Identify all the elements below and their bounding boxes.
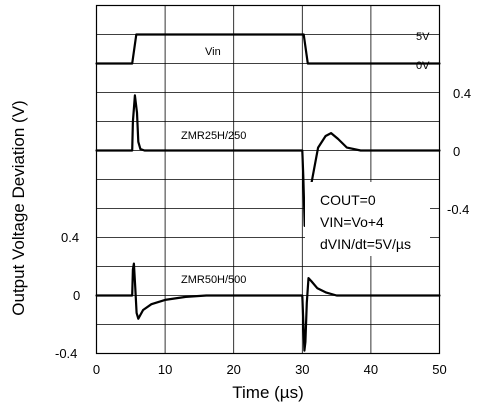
x-tick-label: 50	[432, 362, 446, 377]
traces	[95, 33, 441, 352]
right-label-0: 0	[453, 144, 460, 159]
trace-zmr50h	[95, 262, 441, 352]
x-tick-label: 10	[158, 362, 172, 377]
right-label-neg0.4: -0.4	[447, 202, 469, 217]
trace-zmr25h	[95, 94, 441, 227]
x-axis-title: Time (µs)	[232, 383, 304, 402]
x-tick-label: 40	[364, 362, 378, 377]
series-label-vin: Vin	[205, 46, 221, 58]
grid	[96, 5, 440, 354]
left-label-0.4: 0.4	[61, 230, 79, 245]
series-label-zmr25h: ZMR25H/250	[181, 130, 246, 142]
left-label-neg0.4: -0.4	[55, 346, 77, 361]
condition-cout: COUT=0	[320, 192, 376, 208]
x-tick-labels: 0 10 20 30 40 50	[93, 362, 447, 377]
right-label-5v: 5V	[416, 31, 430, 43]
series-labels: Vin ZMR25H/250 ZMR50H/500	[181, 46, 246, 286]
conditions-text: COUT=0 VIN=Vo+4 dVIN/dt=5V/µs	[320, 192, 411, 252]
x-tick-label: 0	[93, 362, 100, 377]
condition-vin: VIN=Vo+4	[320, 214, 384, 230]
series-label-zmr50h: ZMR50H/500	[181, 274, 246, 286]
conditions-box-background	[305, 182, 430, 256]
x-tick-label: 20	[226, 362, 240, 377]
y-axis-title: Output Voltage Deviation (V)	[9, 100, 28, 315]
left-label-0: 0	[73, 288, 80, 303]
right-axis-labels: 5V 0V 0.4 0 -0.4	[416, 31, 471, 217]
trace-vin	[95, 33, 441, 65]
left-axis-labels: 0.4 0 -0.4	[55, 230, 80, 361]
condition-dvin: dVIN/dt=5V/µs	[320, 236, 411, 252]
right-label-0.4: 0.4	[453, 86, 471, 101]
right-label-0v: 0V	[416, 60, 430, 72]
plot-frame	[95, 4, 441, 355]
x-tick-label: 30	[295, 362, 309, 377]
